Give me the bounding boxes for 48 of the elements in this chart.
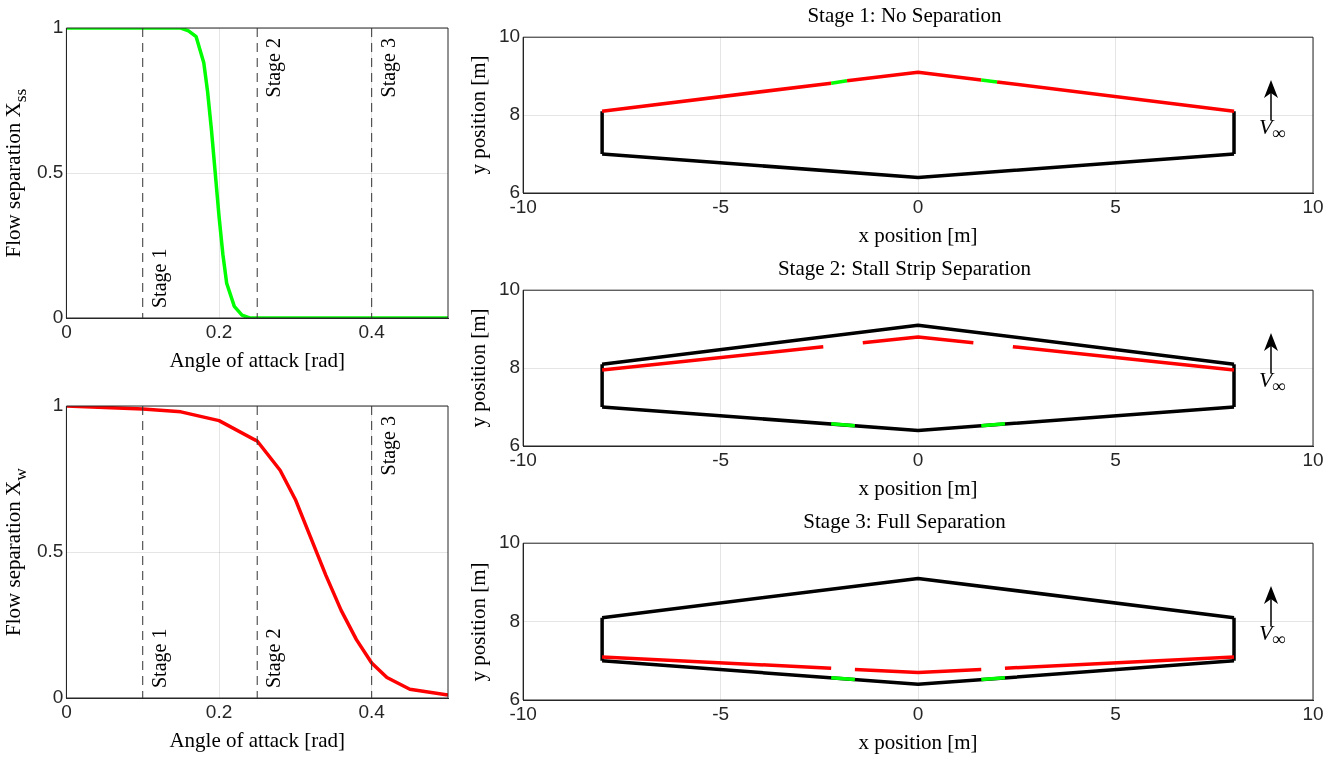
x-tick-label: -5	[712, 195, 730, 217]
y-tick-label: 1	[52, 394, 64, 416]
y-tick-label: 0	[52, 686, 64, 708]
y-axis-title: y position [m]	[465, 308, 491, 428]
chart-title: Stage 3: Full Separation	[803, 509, 1007, 534]
x-tick-label: 10	[1302, 702, 1324, 724]
x-tick-label: 0.4	[358, 320, 386, 342]
x-tick-label: 0.4	[358, 700, 386, 722]
x-tick-label: 0	[912, 702, 924, 724]
chart-title: Stage 1: No Separation	[807, 3, 1003, 28]
x-axis-title: x position [m]	[858, 729, 978, 754]
y-tick-label: 8	[509, 356, 521, 378]
chart-title: Stage 2: Stall Strip Separation	[777, 256, 1032, 281]
x-tick-label: 0.2	[205, 320, 233, 342]
x-axis-title: x position [m]	[858, 475, 978, 500]
x-tick-label: 10	[1302, 448, 1324, 470]
x-axis-title: Angle of attack [rad]	[169, 347, 345, 372]
y-tick-label: 8	[509, 609, 521, 631]
y-tick-label: 8	[509, 103, 521, 125]
x-tick-label: 0	[912, 195, 924, 217]
x-tick-label: 5	[1110, 702, 1121, 724]
x-tick-label: 5	[1110, 195, 1121, 217]
x-tick-label: 5	[1110, 448, 1121, 470]
ref-line-label: Stage 3	[376, 38, 400, 98]
ref-line-label: Stage 1	[147, 248, 171, 308]
x-tick-label: -5	[712, 448, 730, 470]
y-tick-label: 1	[52, 16, 64, 38]
x-tick-label: 0.2	[205, 700, 233, 722]
ref-line-label: Stage 1	[147, 628, 171, 688]
y-tick-label: 10	[498, 25, 521, 47]
y-tick-label: 0.5	[36, 540, 64, 562]
y-axis-title: y position [m]	[465, 562, 491, 682]
annotation: V$_{∞}$	[1259, 113, 1286, 144]
x-axis-title: Angle of attack [rad]	[169, 727, 345, 752]
y-tick-label: 10	[498, 278, 521, 300]
annotation: V$_{∞}$	[1259, 366, 1286, 397]
y-tick-label: 10	[498, 531, 521, 553]
x-tick-label: 10	[1302, 195, 1324, 217]
ref-line-label: Stage 2	[262, 38, 286, 98]
x-tick-label: 0	[912, 448, 924, 470]
y-tick-label: 0	[52, 306, 64, 328]
ref-line-label: Stage 3	[376, 416, 400, 476]
x-tick-label: -5	[712, 702, 730, 724]
ref-line-label: Stage 2	[262, 628, 286, 688]
y-axis-title: y position [m]	[465, 55, 491, 175]
x-axis-title: x position [m]	[858, 222, 978, 247]
y-tick-label: 0.5	[36, 161, 64, 183]
annotation: V$_{∞}$	[1259, 619, 1286, 651]
